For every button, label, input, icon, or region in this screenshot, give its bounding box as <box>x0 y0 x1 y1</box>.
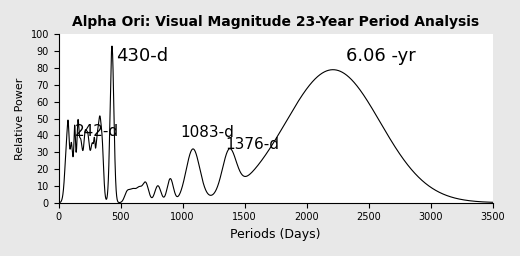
Text: 6.06 -yr: 6.06 -yr <box>346 47 416 65</box>
Text: 1376-d: 1376-d <box>225 137 279 152</box>
X-axis label: Periods (Days): Periods (Days) <box>230 228 321 241</box>
Y-axis label: Relative Power: Relative Power <box>15 77 25 160</box>
Text: 1083-d: 1083-d <box>180 125 234 141</box>
Text: 242-d: 242-d <box>75 124 119 139</box>
Text: 430-d: 430-d <box>115 47 168 65</box>
Title: Alpha Ori: Visual Magnitude 23-Year Period Analysis: Alpha Ori: Visual Magnitude 23-Year Peri… <box>72 15 479 29</box>
